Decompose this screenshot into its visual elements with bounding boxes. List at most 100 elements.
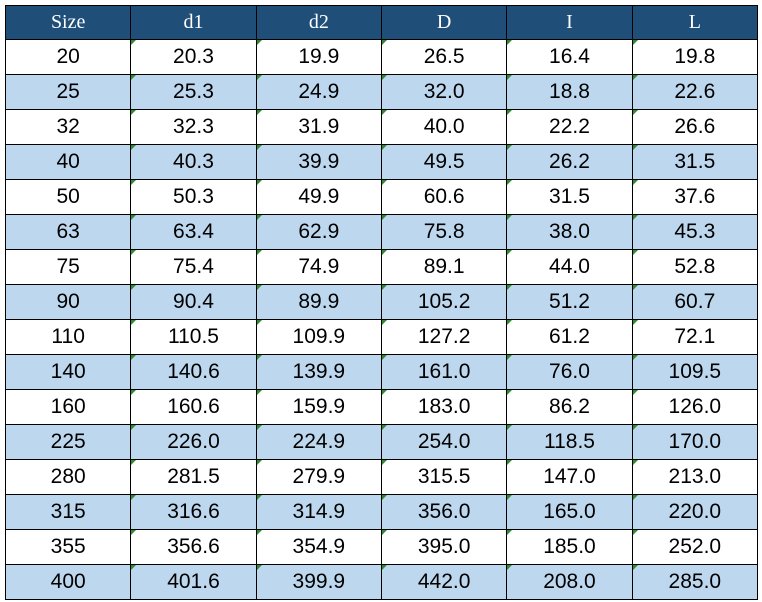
table-row: 40 40.3 39.9 49.5 26.2 31.5	[4, 144, 759, 180]
value-cell: 62.9	[255, 214, 382, 250]
value-cell: 109.9	[255, 319, 382, 355]
value-cell: 31.5	[631, 144, 759, 180]
value-cell: 356.0	[380, 494, 508, 530]
value-cell: 49.5	[380, 144, 508, 180]
value-cell: 31.5	[506, 179, 633, 215]
value-cell: 224.9	[255, 424, 382, 460]
value-cell: 401.6	[130, 564, 257, 600]
header-cell: d1	[130, 5, 257, 40]
value-cell: 60.6	[380, 179, 508, 215]
value-cell: 40.3	[130, 144, 257, 180]
value-cell: 165.0	[506, 494, 633, 530]
table-row: 20 20.3 19.9 26.5 16.4 19.8	[4, 39, 759, 75]
value-cell: 19.8	[631, 39, 759, 75]
value-cell: 32.3	[130, 109, 257, 145]
table-row: 160 160.6 159.9 183.0 86.2 126.0	[4, 389, 759, 425]
size-cell: 90	[4, 284, 132, 320]
size-cell: 40	[4, 144, 132, 180]
value-cell: 37.6	[631, 179, 759, 215]
value-cell: 26.2	[506, 144, 633, 180]
value-cell: 75.8	[380, 214, 508, 250]
table-row: 50 50.3 49.9 60.6 31.5 37.6	[4, 179, 759, 215]
value-cell: 118.5	[506, 424, 633, 460]
value-cell: 32.0	[380, 74, 508, 110]
value-cell: 315.5	[380, 459, 508, 495]
table-row: 25 25.3 24.9 32.0 18.8 22.6	[4, 74, 759, 110]
table-row: 140 140.6 139.9 161.0 76.0 109.5	[4, 354, 759, 390]
value-cell: 213.0	[631, 459, 759, 495]
value-cell: 139.9	[255, 354, 382, 390]
table-row: 90 90.4 89.9 105.2 51.2 60.7	[4, 284, 759, 320]
size-cell: 110	[4, 319, 132, 355]
value-cell: 314.9	[255, 494, 382, 530]
value-cell: 399.9	[255, 564, 382, 600]
size-cell: 50	[4, 179, 132, 215]
value-cell: 110.5	[130, 319, 257, 355]
header-row: Size d1 d2 D I L	[4, 5, 759, 40]
table-row: 225 226.0 224.9 254.0 118.5 170.0	[4, 424, 759, 460]
value-cell: 147.0	[506, 459, 633, 495]
value-cell: 72.1	[631, 319, 759, 355]
value-cell: 45.3	[631, 214, 759, 250]
value-cell: 90.4	[130, 284, 257, 320]
size-cell: 280	[4, 459, 132, 495]
value-cell: 285.0	[631, 564, 759, 600]
value-cell: 252.0	[631, 529, 759, 565]
value-cell: 226.0	[130, 424, 257, 460]
value-cell: 19.9	[255, 39, 382, 75]
header-cell: D	[380, 5, 508, 40]
size-cell: 315	[4, 494, 132, 530]
header-cell: d2	[255, 5, 382, 40]
value-cell: 52.8	[631, 249, 759, 285]
value-cell: 170.0	[631, 424, 759, 460]
value-cell: 183.0	[380, 389, 508, 425]
value-cell: 26.6	[631, 109, 759, 145]
value-cell: 61.2	[506, 319, 633, 355]
value-cell: 20.3	[130, 39, 257, 75]
value-cell: 159.9	[255, 389, 382, 425]
value-cell: 160.6	[130, 389, 257, 425]
value-cell: 44.0	[506, 249, 633, 285]
value-cell: 89.1	[380, 249, 508, 285]
value-cell: 76.0	[506, 354, 633, 390]
value-cell: 127.2	[380, 319, 508, 355]
value-cell: 60.7	[631, 284, 759, 320]
value-cell: 281.5	[130, 459, 257, 495]
header-cell: L	[631, 5, 759, 40]
value-cell: 38.0	[506, 214, 633, 250]
size-cell: 225	[4, 424, 132, 460]
value-cell: 254.0	[380, 424, 508, 460]
value-cell: 279.9	[255, 459, 382, 495]
value-cell: 16.4	[506, 39, 633, 75]
value-cell: 89.9	[255, 284, 382, 320]
size-cell: 160	[4, 389, 132, 425]
value-cell: 74.9	[255, 249, 382, 285]
value-cell: 50.3	[130, 179, 257, 215]
value-cell: 49.9	[255, 179, 382, 215]
size-cell: 20	[4, 39, 132, 75]
table-body: 20 20.3 19.9 26.5 16.4 19.8 25 25.3 24.9 32.0 18.8…	[4, 39, 759, 600]
value-cell: 395.0	[380, 529, 508, 565]
value-cell: 109.5	[631, 354, 759, 390]
value-cell: 140.6	[130, 354, 257, 390]
table-row: 63 63.4 62.9 75.8 38.0 45.3	[4, 214, 759, 250]
data-table: Size d1 d2 D I L 20 20.3 19.9 26.5 16.4 19.8 25 25.3…	[4, 5, 759, 600]
value-cell: 22.2	[506, 109, 633, 145]
value-cell: 208.0	[506, 564, 633, 600]
value-cell: 105.2	[380, 284, 508, 320]
size-cell: 25	[4, 74, 132, 110]
value-cell: 316.6	[130, 494, 257, 530]
value-cell: 25.3	[130, 74, 257, 110]
table-row: 315 316.6 314.9 356.0 165.0 220.0	[4, 494, 759, 530]
value-cell: 18.8	[506, 74, 633, 110]
value-cell: 220.0	[631, 494, 759, 530]
header-cell: Size	[4, 5, 132, 40]
value-cell: 22.6	[631, 74, 759, 110]
table-row: 400 401.6 399.9 442.0 208.0 285.0	[4, 564, 759, 600]
value-cell: 161.0	[380, 354, 508, 390]
value-cell: 185.0	[506, 529, 633, 565]
value-cell: 63.4	[130, 214, 257, 250]
value-cell: 31.9	[255, 109, 382, 145]
value-cell: 51.2	[506, 284, 633, 320]
